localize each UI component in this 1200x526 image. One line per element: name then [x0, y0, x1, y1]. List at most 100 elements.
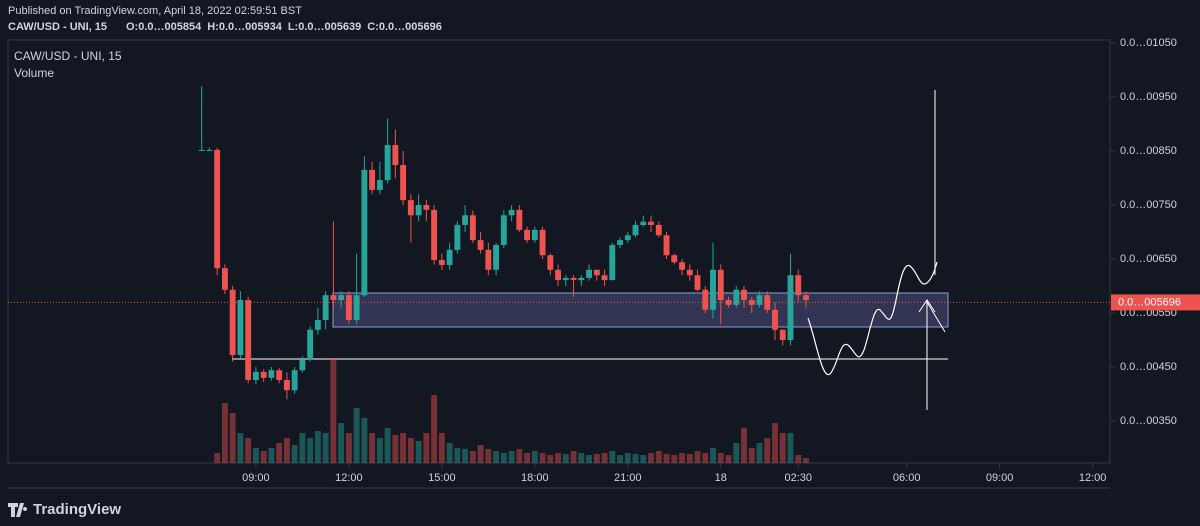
candle-body [283, 379, 290, 391]
volume-bar [415, 441, 422, 463]
candle-body [710, 269, 716, 310]
ohlc-legend: O:0.0…005854 H:0.0…005934 L:0.0…005639 C:0.… [126, 21, 442, 33]
volume-bar [353, 408, 360, 463]
candle-body [314, 320, 321, 330]
drawn-path [807, 261, 938, 375]
volume-bar [283, 438, 290, 463]
candle-body [756, 295, 763, 305]
volume-bar [392, 435, 399, 463]
x-tick-label: 18 [715, 472, 727, 484]
candle-body [570, 277, 577, 281]
volume-bar [671, 455, 678, 463]
candle-body [555, 269, 562, 281]
candle-body [508, 209, 515, 216]
candle-body [617, 240, 623, 245]
candle-body [252, 371, 259, 380]
volume-bar [663, 454, 670, 463]
volume-bar [710, 448, 716, 463]
volume-bar [733, 443, 740, 463]
candle-body [415, 205, 422, 216]
volume-bar [617, 455, 623, 463]
x-tick-label: 18:00 [521, 472, 549, 484]
candle-body [245, 300, 252, 380]
candle-body [322, 295, 329, 321]
x-tick-label: 21:00 [614, 472, 642, 484]
volume-bar [454, 448, 461, 463]
volume-bar [462, 449, 469, 463]
candle-body [702, 289, 709, 310]
candle-body [593, 269, 600, 276]
candle-body [524, 229, 531, 241]
candle-body [547, 255, 554, 270]
candle-body [299, 359, 306, 371]
candle-body [671, 255, 678, 263]
last-price-box [1111, 294, 1200, 311]
candle-body [369, 169, 376, 190]
volume-bar [221, 403, 228, 463]
candle-body [214, 149, 221, 269]
candle-body [384, 145, 391, 181]
candle-body [648, 221, 654, 225]
volume-bar [400, 433, 407, 463]
candle-body [291, 370, 298, 391]
candle-body [717, 269, 724, 301]
y-tick-label: 0.0…00850 [1120, 145, 1177, 157]
volume-bar [330, 358, 337, 463]
volume-bar [648, 453, 654, 463]
volume-bar [779, 433, 786, 463]
ohlc-value: C:0.0…005696 [367, 21, 442, 33]
candle-body [431, 209, 438, 261]
volume-bar [423, 433, 430, 463]
candle-body [376, 180, 383, 190]
volume-bar [748, 448, 755, 463]
volume-bar [803, 458, 809, 463]
volume-bar [314, 431, 321, 463]
volume-bar [787, 433, 794, 463]
ohlc-value: O:0.0…005854 [126, 21, 202, 33]
candle-body [679, 262, 685, 270]
candle-body [655, 224, 662, 236]
volume-bar [376, 438, 383, 463]
volume-bar [593, 454, 600, 463]
pane-title: CAW/USD - UNI, 15 [14, 49, 122, 63]
volume-bar [686, 454, 693, 463]
volume-bar [438, 433, 445, 463]
volume-bar [578, 453, 585, 463]
candle-body [624, 235, 631, 241]
candle-body [748, 300, 755, 305]
candle-body [353, 295, 360, 321]
y-tick-label: 0.0…00650 [1120, 253, 1177, 265]
candle-body [562, 277, 569, 281]
candle-body [640, 221, 647, 225]
volume-bar [446, 443, 453, 463]
candle-body [237, 300, 244, 356]
x-tick-label: 06:00 [893, 472, 921, 484]
candle-body [663, 235, 670, 256]
plot-frame [7, 39, 1111, 464]
ohlc-value: H:0.0…005934 [207, 21, 282, 33]
volume-bar [539, 453, 546, 463]
candle-body [609, 244, 616, 281]
candle-body [400, 165, 407, 201]
volume-bar [547, 455, 554, 463]
candle-body [795, 275, 802, 296]
brand-logo [8, 503, 28, 517]
volume-bar [214, 453, 221, 463]
candle-body [477, 240, 484, 250]
volume-bar [485, 449, 492, 463]
candle-body [338, 295, 345, 301]
volume-bar [493, 451, 500, 463]
volume-bar [764, 438, 771, 463]
candle-body [446, 249, 453, 265]
volume-bar [245, 438, 252, 463]
volume-bar [229, 413, 236, 463]
volume-bar [531, 451, 538, 463]
volume-bar [717, 453, 724, 463]
volume-bar [756, 443, 763, 463]
volume-bar [469, 451, 476, 463]
x-tick-label: 09:00 [986, 472, 1014, 484]
ohlc-value: L:0.0…005639 [288, 21, 361, 33]
x-tick-label: 12:00 [335, 472, 363, 484]
candle-body [198, 149, 205, 151]
volume-bar [268, 448, 275, 463]
